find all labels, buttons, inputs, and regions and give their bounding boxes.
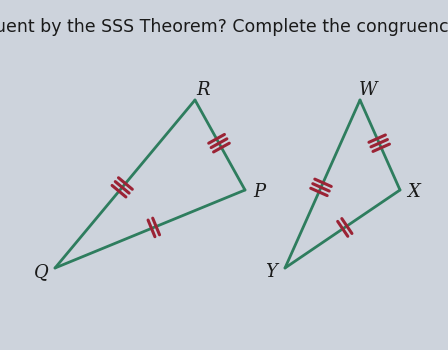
Text: P: P — [253, 183, 265, 201]
Text: uent by the SSS Theorem? Complete the congruence: uent by the SSS Theorem? Complete the co… — [0, 18, 448, 36]
Text: R: R — [196, 81, 210, 99]
Text: W: W — [359, 81, 377, 99]
Text: Q: Q — [34, 263, 48, 281]
Text: X: X — [408, 183, 420, 201]
Text: Y: Y — [265, 263, 277, 281]
